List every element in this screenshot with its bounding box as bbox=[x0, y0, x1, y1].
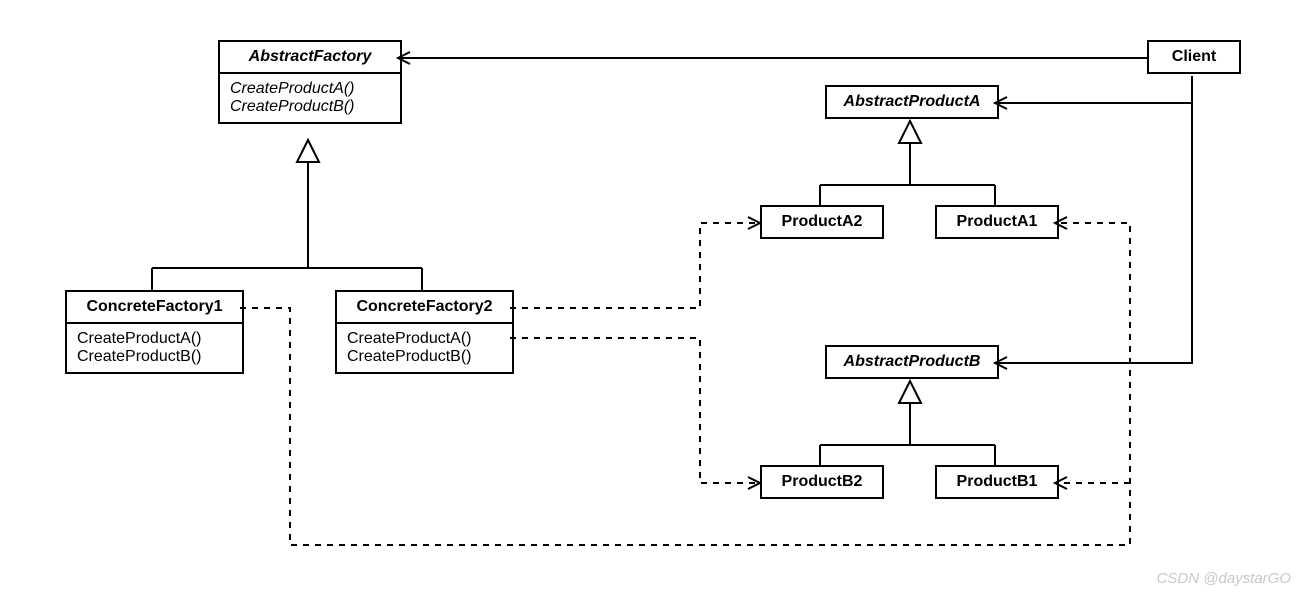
class-concrete-factory-1: ConcreteFactory1 CreateProductA() Create… bbox=[65, 290, 244, 374]
class-abstract-product-b: AbstractProductB bbox=[825, 345, 999, 379]
class-methods: CreateProductA() CreateProductB() bbox=[67, 324, 242, 372]
class-title: AbstractFactory bbox=[220, 42, 400, 74]
class-methods: CreateProductA() CreateProductB() bbox=[220, 74, 400, 122]
method: CreateProductB() bbox=[347, 348, 502, 366]
class-title: ProductA1 bbox=[937, 207, 1057, 237]
class-methods: CreateProductA() CreateProductB() bbox=[337, 324, 512, 372]
class-client: Client bbox=[1147, 40, 1241, 74]
method: CreateProductB() bbox=[230, 98, 390, 116]
method: CreateProductA() bbox=[77, 330, 232, 348]
class-title: ConcreteFactory2 bbox=[337, 292, 512, 324]
method: CreateProductA() bbox=[347, 330, 502, 348]
class-product-b2: ProductB2 bbox=[760, 465, 884, 499]
class-title: AbstractProductB bbox=[827, 347, 997, 377]
watermark: CSDN @daystarGO bbox=[1157, 570, 1291, 587]
class-title: AbstractProductA bbox=[827, 87, 997, 117]
class-title: ProductB2 bbox=[762, 467, 882, 497]
method: CreateProductB() bbox=[77, 348, 232, 366]
class-product-b1: ProductB1 bbox=[935, 465, 1059, 499]
method: CreateProductA() bbox=[230, 80, 390, 98]
class-title: ProductB1 bbox=[937, 467, 1057, 497]
class-title: ProductA2 bbox=[762, 207, 882, 237]
class-title: ConcreteFactory1 bbox=[67, 292, 242, 324]
class-abstract-factory: AbstractFactory CreateProductA() CreateP… bbox=[218, 40, 402, 124]
class-abstract-product-a: AbstractProductA bbox=[825, 85, 999, 119]
class-product-a1: ProductA1 bbox=[935, 205, 1059, 239]
class-product-a2: ProductA2 bbox=[760, 205, 884, 239]
diagram-canvas: AbstractFactory CreateProductA() CreateP… bbox=[0, 0, 1301, 593]
class-concrete-factory-2: ConcreteFactory2 CreateProductA() Create… bbox=[335, 290, 514, 374]
class-title: Client bbox=[1149, 42, 1239, 72]
